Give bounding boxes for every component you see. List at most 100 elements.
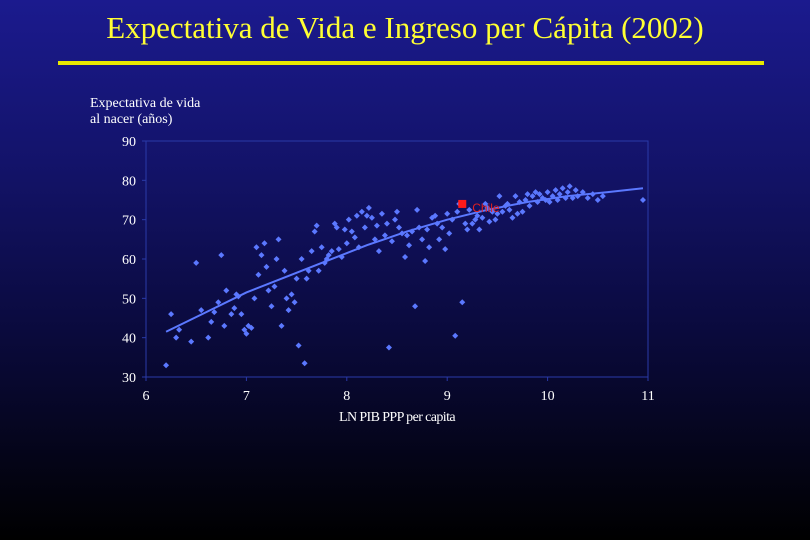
data-point bbox=[255, 271, 262, 278]
data-point bbox=[263, 263, 270, 270]
data-point bbox=[509, 214, 516, 221]
data-point bbox=[371, 236, 378, 243]
y-tick-label: 80 bbox=[122, 174, 136, 189]
data-point bbox=[221, 322, 228, 329]
data-point bbox=[361, 224, 368, 231]
data-point bbox=[559, 185, 566, 192]
data-point bbox=[492, 216, 499, 223]
data-point bbox=[283, 295, 290, 302]
trend-line bbox=[165, 187, 644, 333]
data-point bbox=[499, 208, 506, 215]
data-point bbox=[253, 244, 260, 251]
data-point bbox=[599, 193, 606, 200]
data-point bbox=[486, 218, 493, 225]
data-point bbox=[176, 326, 183, 333]
data-point bbox=[168, 311, 175, 318]
data-point bbox=[512, 193, 519, 200]
data-point bbox=[462, 220, 469, 227]
y-tick-label: 70 bbox=[122, 214, 136, 229]
data-point bbox=[391, 216, 398, 223]
data-point bbox=[544, 189, 551, 196]
data-point bbox=[564, 189, 571, 196]
data-point bbox=[519, 208, 526, 215]
data-point bbox=[432, 212, 439, 219]
data-point bbox=[315, 267, 322, 274]
data-point bbox=[426, 244, 433, 251]
data-point bbox=[394, 208, 400, 215]
data-point bbox=[466, 206, 473, 213]
data-point bbox=[303, 275, 310, 282]
data-point bbox=[285, 307, 292, 314]
data-point bbox=[365, 204, 372, 211]
data-point bbox=[375, 248, 382, 255]
data-point bbox=[343, 240, 350, 247]
data-point bbox=[295, 342, 302, 349]
data-point bbox=[419, 236, 426, 243]
data-point bbox=[396, 224, 403, 231]
data-point bbox=[205, 334, 212, 341]
data-point bbox=[223, 287, 230, 294]
data-point bbox=[566, 183, 573, 190]
title-underline bbox=[58, 61, 764, 65]
data-point bbox=[328, 248, 335, 255]
data-point bbox=[402, 254, 409, 261]
data-point bbox=[446, 230, 453, 237]
slide-title: Expectativa de Vida e Ingreso per Cápita… bbox=[106, 10, 704, 45]
data-point bbox=[436, 236, 443, 243]
data-point bbox=[288, 291, 295, 298]
highlight-point bbox=[458, 199, 467, 208]
data-point bbox=[335, 246, 342, 253]
data-point bbox=[301, 360, 308, 367]
y-tick-label: 60 bbox=[122, 253, 136, 268]
data-point bbox=[385, 344, 392, 351]
data-point bbox=[494, 210, 501, 217]
data-point bbox=[308, 248, 315, 255]
data-point bbox=[474, 212, 481, 219]
data-point bbox=[248, 324, 255, 331]
data-point bbox=[348, 228, 355, 235]
data-point bbox=[333, 224, 340, 231]
data-point bbox=[442, 246, 449, 253]
data-point bbox=[163, 362, 170, 369]
data-point bbox=[594, 197, 601, 203]
data-point bbox=[281, 267, 288, 274]
x-tick-label: 10 bbox=[541, 389, 555, 404]
data-point bbox=[358, 208, 365, 215]
data-point bbox=[381, 232, 388, 239]
data-point bbox=[278, 322, 285, 329]
data-point bbox=[353, 212, 360, 219]
y-axis-label-line-1: Expectativa de vida bbox=[90, 96, 201, 111]
data-point bbox=[496, 193, 503, 200]
data-point bbox=[275, 236, 282, 243]
data-point bbox=[546, 198, 553, 205]
data-point bbox=[536, 191, 543, 198]
data-point bbox=[444, 210, 451, 217]
data-point bbox=[412, 303, 419, 310]
y-tick-label: 90 bbox=[122, 135, 136, 150]
y-tick-label: 50 bbox=[122, 292, 136, 307]
plot-frame bbox=[145, 140, 649, 378]
data-point bbox=[459, 299, 466, 306]
y-tick-label: 40 bbox=[122, 332, 136, 347]
data-point bbox=[243, 330, 250, 337]
data-point bbox=[529, 193, 536, 200]
data-point bbox=[439, 224, 446, 231]
data-point bbox=[514, 210, 521, 217]
y-axis-label-line-2: al nacer (años) bbox=[90, 112, 173, 127]
x-tick-label: 9 bbox=[444, 389, 451, 404]
data-point bbox=[452, 332, 459, 339]
data-point bbox=[215, 299, 222, 306]
x-tick-label: 11 bbox=[641, 389, 654, 404]
data-point bbox=[268, 303, 275, 310]
data-point bbox=[198, 307, 205, 314]
data-point bbox=[228, 311, 235, 318]
data-point bbox=[363, 212, 370, 219]
x-tick-label: 6 bbox=[143, 389, 150, 404]
data-point bbox=[422, 257, 429, 264]
data-point bbox=[476, 226, 483, 233]
data-point bbox=[311, 228, 318, 235]
data-point bbox=[318, 244, 325, 251]
data-point bbox=[251, 295, 258, 302]
data-point bbox=[291, 299, 298, 306]
data-point bbox=[383, 220, 390, 227]
